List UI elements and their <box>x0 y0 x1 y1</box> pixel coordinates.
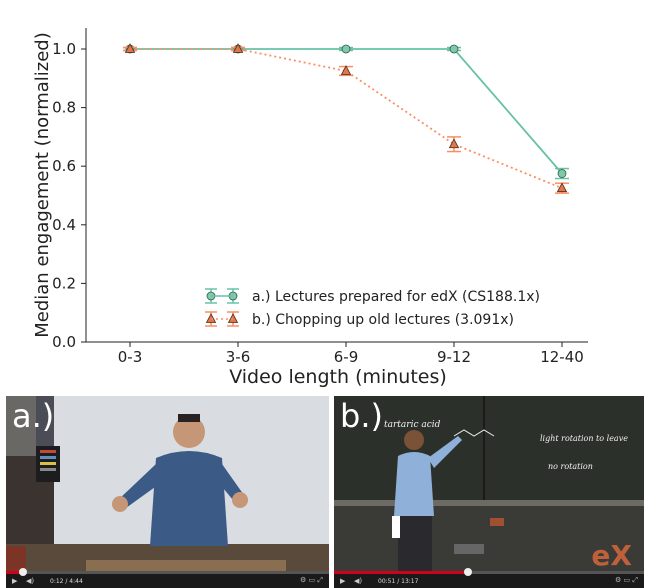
y-tick-label: 0.2 <box>52 274 76 292</box>
series-layer <box>123 43 569 194</box>
video-progress-bar[interactable] <box>334 568 644 576</box>
x-tick-label: 9-12 <box>437 348 471 366</box>
x-tick-label: 12-40 <box>540 348 584 366</box>
x-tick-label: 6-9 <box>334 348 359 366</box>
legend-label: a.) Lectures prepared for edX (CS188.1x) <box>252 289 540 305</box>
data-point <box>340 65 352 75</box>
series-line-b <box>130 48 563 190</box>
player-settings-icon[interactable]: ⚙ ▭ ⤢ <box>615 576 638 584</box>
board-text-no-rotation: no rotation <box>548 462 593 471</box>
data-point <box>557 169 567 178</box>
panel-label-a: a.) <box>12 397 55 435</box>
legend: a.) Lectures prepared for edX (CS188.1x)… <box>205 288 540 328</box>
data-point <box>556 182 568 193</box>
data-point <box>449 44 459 54</box>
y-tick-label: 0.4 <box>52 216 76 234</box>
y-tick-label: 0.8 <box>52 99 76 117</box>
x-tick-label: 0-3 <box>118 348 143 366</box>
chalkboard-scene-b <box>334 396 644 588</box>
video-time: 00:51 / 13:17 <box>378 578 419 585</box>
data-point <box>448 138 460 149</box>
data-point <box>232 43 244 53</box>
y-tick-label: 1.0 <box>52 40 76 58</box>
player-settings-icon[interactable]: ⚙ ▭ ⤢ <box>300 576 323 584</box>
x-axis-ticks: 0-3 3-6 6-9 9-12 12-40 <box>118 342 584 366</box>
video-player-bar[interactable]: ▶ ◀) 00:51 / 13:17 ⚙ ▭ ⤢ <box>334 574 644 588</box>
video-time: 0:12 / 4:44 <box>50 578 83 585</box>
panel-label-b: b.) <box>340 397 383 435</box>
data-point <box>124 43 136 53</box>
y-tick-label: 0.0 <box>52 333 76 351</box>
video-progress-bar[interactable] <box>6 568 329 576</box>
lecture-room-scene-a <box>6 396 329 588</box>
board-text-light-rotation: light rotation to leave <box>540 434 628 443</box>
x-axis-label: Video length (minutes) <box>229 366 447 388</box>
y-tick-label: 0.6 <box>52 157 76 175</box>
y-axis-label: Median engagement (normalized) <box>32 32 53 338</box>
video-panel-a: a.) ▶ ◀) 0:12 / 4:44 ⚙ ▭ ⤢ <box>6 396 329 588</box>
legend-label: b.) Chopping up old lectures (3.091x) <box>252 312 514 328</box>
volume-icon[interactable]: ◀) <box>354 577 363 585</box>
play-icon[interactable]: ▶ <box>12 577 18 585</box>
board-text-tartaric-acid: tartaric acid <box>384 420 441 430</box>
x-tick-label: 3-6 <box>226 348 251 366</box>
data-point <box>341 44 351 54</box>
play-icon[interactable]: ▶ <box>340 577 346 585</box>
engagement-chart: 0.0 0.2 0.4 0.6 0.8 1.0 0-3 3-6 6-9 9-12 12-40 Vi… <box>32 28 588 388</box>
volume-icon[interactable]: ◀) <box>26 577 35 585</box>
video-panel-b: b.) tartaric acid light rotation to leav… <box>334 396 644 588</box>
video-player-bar[interactable]: ▶ ◀) 0:12 / 4:44 ⚙ ▭ ⤢ <box>6 574 329 588</box>
y-axis-ticks: 0.0 0.2 0.4 0.6 0.8 1.0 <box>52 40 86 351</box>
edx-logo: eX <box>591 539 632 572</box>
